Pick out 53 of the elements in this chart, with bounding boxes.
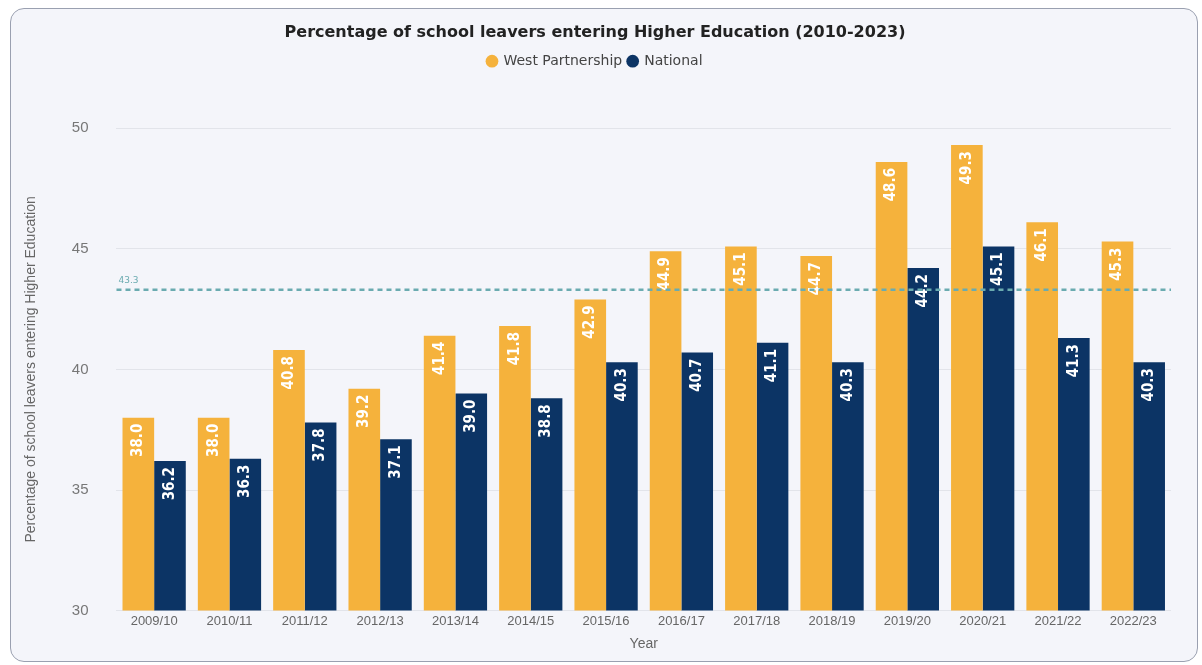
data-label: 40.3 [611,368,630,402]
x-tick-label: 2011/12 [281,612,328,628]
data-label: 41.4 [429,341,448,375]
y-tick-label: 45 [71,238,89,256]
data-label: 39.2 [354,394,373,428]
data-label: 36.2 [159,467,178,501]
legend-label: West Partnership [503,51,623,68]
data-label: 46.1 [1032,228,1051,262]
data-label: 44.2 [913,274,932,308]
x-tick-label: 2019/20 [883,612,931,628]
ref-line-label: 43.3 [118,274,139,285]
x-tick-label: 2021/22 [1034,612,1082,628]
x-tick-label: 2012/13 [356,612,404,628]
x-tick-label: 2009/10 [130,612,178,628]
data-label: 45.1 [730,252,749,286]
x-tick-label: 2020/21 [959,612,1007,628]
data-label: 45.3 [1107,247,1126,281]
data-label: 41.3 [1063,344,1082,378]
x-axis-title: Year [629,635,659,652]
x-tick-label: 2010/11 [206,612,253,628]
data-label: 44.7 [806,262,825,296]
y-axis-title: Percentage of school leavers entering Higher Education [22,196,39,543]
y-tick-label: 35 [71,480,89,498]
data-label: 44.9 [655,257,674,291]
x-tick-label: 2017/18 [733,612,781,628]
data-label: 49.3 [956,151,975,185]
data-label: 40.3 [1139,368,1158,402]
data-label: 40.3 [837,368,856,402]
data-label: 38.0 [203,423,222,457]
legend-label: National [644,51,703,68]
data-label: 41.8 [504,331,523,366]
data-label: 38.8 [536,404,555,438]
x-tick-label: 2014/15 [507,612,555,628]
x-tick-label: 2016/17 [657,612,705,628]
y-tick-label: 40 [71,359,89,377]
data-label: 37.8 [310,428,329,462]
data-label: 45.1 [988,252,1007,286]
data-label: 48.6 [881,167,900,202]
chart-title: Percentage of school leavers entering Higher Education (2010-2023) [284,21,906,41]
data-label: 39.0 [461,399,480,433]
y-tick-label: 50 [71,118,89,136]
x-tick-label: 2013/14 [431,612,479,628]
data-label: 40.7 [687,358,706,392]
data-label: 40.8 [278,356,297,390]
data-label: 36.3 [235,464,254,498]
x-tick-label: 2022/23 [1109,612,1157,628]
x-tick-label: 2018/19 [808,612,856,628]
y-tick-label: 30 [71,600,89,618]
data-label: 42.9 [580,305,599,339]
data-label: 38.0 [128,423,147,457]
data-label: 41.1 [762,348,781,383]
x-tick-label: 2015/16 [582,612,630,628]
data-label: 37.1 [385,445,404,479]
